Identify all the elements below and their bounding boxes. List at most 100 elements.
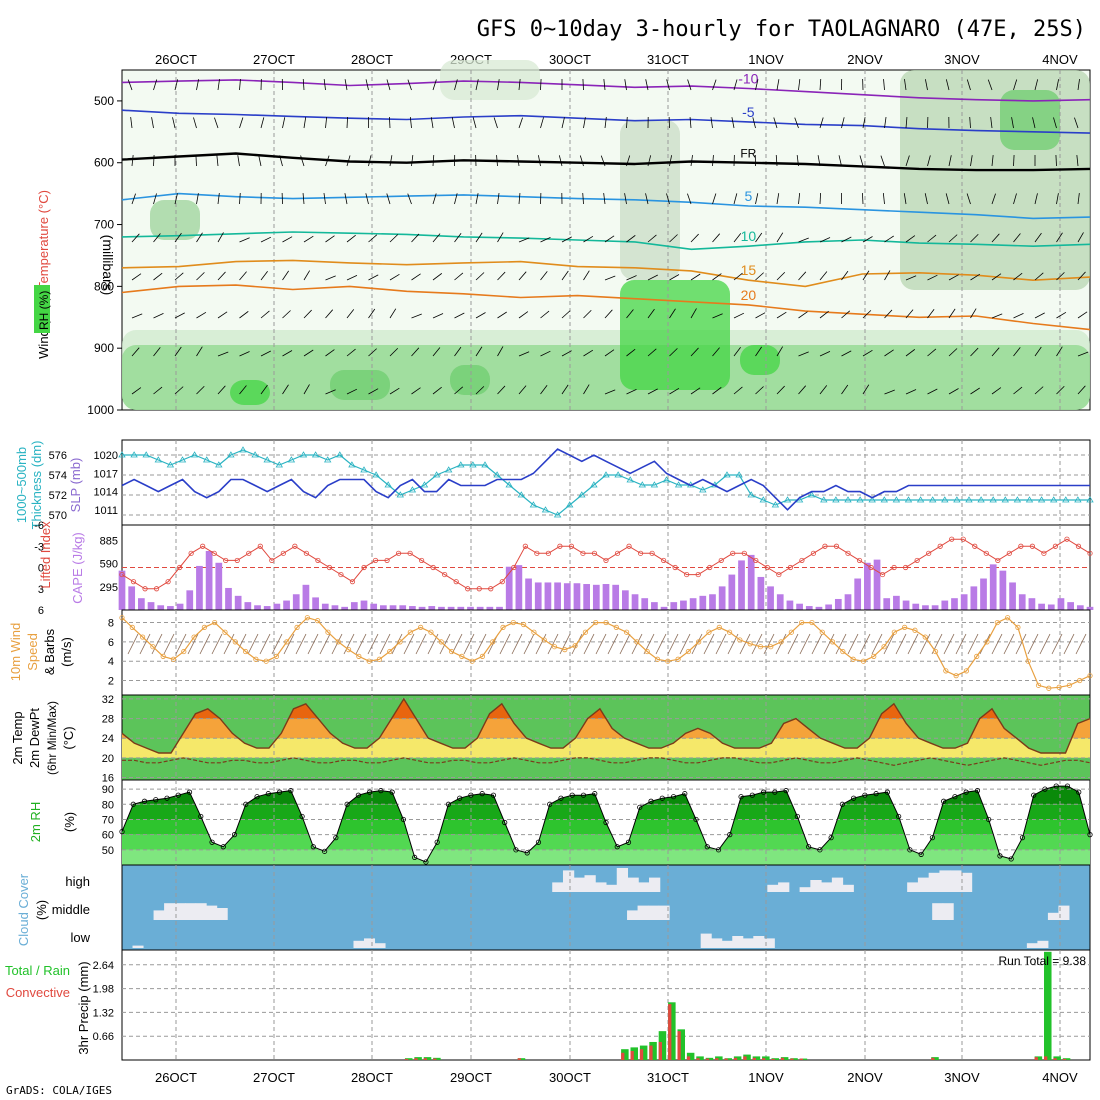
wind-barb [798,193,801,205]
lifted-index-marker-14 [280,550,286,556]
wind-barb [1077,385,1086,395]
rh-marker-55 [738,794,744,800]
thickness-marker-75 [1025,496,1034,503]
wind-barb [603,193,606,205]
cape-bar [409,606,416,610]
wind-barb [1077,351,1089,357]
thickness-marker-18 [336,451,344,458]
lifted-tick-label: 6 [38,605,44,617]
wind-barb [645,193,649,205]
cloud-cover-high [778,882,790,892]
thickness-tick-label: 570 [49,510,67,522]
thickness-marker-68 [941,496,949,503]
wind-barb [690,347,699,357]
rh-marker-71 [918,851,924,857]
cape-bar [1076,605,1084,610]
wind-speed-marker-42 [551,644,558,650]
contour-0 [121,79,1091,102]
wind-barb [196,272,205,281]
surface-wind-barb [283,633,295,655]
wind-barb [583,349,594,357]
upper-axis-label-temp: Temperature (°C) [36,190,51,290]
wind-barb [239,79,241,91]
wind-barb [948,348,958,357]
pressure-tick-label: 800 [94,279,114,293]
rh-marker-30 [457,795,463,801]
wind-speed-marker-44 [572,643,578,649]
cape-bar [196,565,203,610]
surface-wind-barb [715,633,727,655]
precip-convective-bar [762,1058,766,1060]
wind-speed-marker-5 [170,656,177,662]
wind-barb [518,311,529,319]
lifted-index-marker-40 [580,550,586,556]
wind-barb [1034,272,1044,281]
thickness-marker-53 [759,496,768,503]
thickness-marker-25 [420,481,429,488]
wind-speed-line [121,616,1091,689]
lifted-tick-label: 0 [38,563,44,575]
wind-barb [666,193,670,205]
rh-marker-75 [963,789,969,795]
rh-marker-76 [974,788,981,794]
cloud-cover-low [742,938,754,948]
wind-barb [407,193,412,205]
wind-barb [970,387,980,395]
wind-speed-marker-3 [150,644,156,650]
rh-marker-82 [1042,786,1048,792]
cape-bar [167,606,174,610]
cape-bar [970,586,978,610]
cloud-cover-middle [658,905,670,920]
cloud-cover-low [1026,943,1038,948]
cloud-cover-middle [1058,905,1070,920]
wind-barb [927,155,931,167]
wind-barb [1034,79,1039,91]
thickness-line [122,449,1090,516]
precip-convective-bar [799,1058,803,1060]
lifted-index-marker-22 [372,557,379,564]
cape-bar [747,554,755,610]
wind-barb [561,350,572,357]
surface-wind-barb [619,633,631,655]
cloud-cover-high [821,882,833,892]
cape-bar [1057,598,1065,610]
cloud-cover-middle [1047,912,1059,920]
rh-marker-27 [423,859,429,865]
cloud-cover-high [638,882,650,892]
wind-barb [217,385,226,395]
thickness-marker-32 [505,481,513,488]
cape-bar [447,606,455,610]
wind-speed-marker-12 [242,648,249,655]
surface-wind-barb [907,633,919,655]
rh-marker-34 [502,819,508,826]
wind-barb [1056,311,1067,319]
wind-barb [196,193,199,205]
wind-barb [669,274,680,281]
thickness-marker-2 [142,451,150,458]
wind-barb [260,236,272,243]
wind-barb [174,79,179,91]
thickness-marker-66 [916,496,925,503]
lifted-index-marker-62 [833,543,840,549]
wind-barb [540,384,548,395]
wind-barb [884,117,887,129]
cape-bar [118,570,126,610]
wind-barb [451,117,455,129]
wind-speed-marker-66 [799,619,805,626]
wind-speed-marker-19 [315,618,321,624]
rh-shade-3 [620,280,730,390]
wind-barb [647,234,657,243]
wind-barb [905,235,916,243]
rh-marker-26 [412,854,418,861]
pressure-tick-label: 1000 [87,403,114,417]
lifted-index-marker-71 [937,543,943,549]
wind-barb [883,79,885,91]
wind-barb [131,273,142,281]
wind-barb [454,272,464,281]
wind-barb [518,385,527,395]
wind-barb [970,273,981,281]
wind-barb [214,117,219,129]
wind-speed-marker-36 [490,639,496,645]
cloud-cover-low [763,938,775,948]
surface-wind-barb [343,633,355,655]
